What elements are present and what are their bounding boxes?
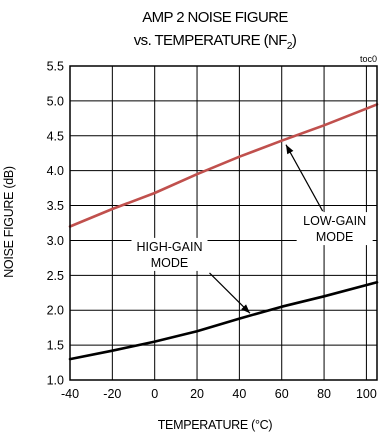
y-tick-label: 4.0 <box>47 164 64 178</box>
x-tick-label: 100 <box>356 387 377 401</box>
high-gain-label-line2: MODE <box>151 256 189 270</box>
y-tick-label: 3.5 <box>47 199 64 213</box>
y-tick-label: 2.5 <box>47 269 64 283</box>
y-tick-labels: 1.0 1.5 2.0 2.5 3.0 3.5 4.0 4.5 5.0 5.5 <box>47 60 64 388</box>
low-gain-arrow-shaft <box>285 144 324 212</box>
low-gain-label-line2: MODE <box>316 230 354 244</box>
high-gain-arrow-head <box>241 304 250 314</box>
x-tick-labels: -40 -20 0 20 40 60 80 100 <box>61 387 377 401</box>
series-line-low-gain <box>68 103 379 228</box>
figure-code: toc0 <box>360 54 377 64</box>
y-axis-label: NOISE FIGURE (dB) <box>2 166 16 278</box>
x-tick-label: 20 <box>190 387 204 401</box>
y-tick-label: 5.5 <box>47 60 64 74</box>
chart-title-line2-suffix: ) <box>292 32 297 49</box>
x-axis-label: TEMPERATURE (°C) <box>158 418 273 432</box>
x-tick-label: 0 <box>151 387 158 401</box>
y-tick-label: 2.0 <box>47 304 64 318</box>
series-line-high-gain <box>68 280 379 361</box>
annotation-arrows <box>209 144 324 314</box>
y-tick-label: 5.0 <box>47 94 64 108</box>
low-gain-label-background <box>296 212 373 246</box>
high-gain-arrow-shaft <box>209 272 251 314</box>
plot-frame <box>69 65 378 381</box>
x-tick-label: -20 <box>103 387 121 401</box>
x-tick-label: -40 <box>61 387 79 401</box>
x-tick-label: 40 <box>232 387 246 401</box>
x-tick-label: 80 <box>317 387 331 401</box>
y-tick-label: 1.5 <box>47 339 64 353</box>
x-tick-label: 60 <box>275 387 289 401</box>
series-layer <box>68 103 379 361</box>
chart-title-line2-prefix: vs. TEMPERATURE (NF <box>134 32 287 49</box>
plot-frame-layer <box>69 65 378 381</box>
annotations: LOW-GAIN MODE HIGH-GAIN MODE <box>131 212 373 271</box>
y-tick-label: 1.0 <box>47 374 64 388</box>
chart-title-subscript: 2 <box>287 41 293 52</box>
high-gain-label-background <box>131 237 208 271</box>
low-gain-arrow-head <box>285 144 294 155</box>
y-tick-label: 4.5 <box>47 129 64 143</box>
low-gain-label-line1: LOW-GAIN <box>303 214 366 228</box>
chart-title-line1: AMP 2 NOISE FIGURE <box>142 9 288 26</box>
y-tick-label: 3.0 <box>47 234 64 248</box>
high-gain-label-line1: HIGH-GAIN <box>137 240 203 254</box>
chart-title-line2: vs. TEMPERATURE (NF2) <box>134 32 297 52</box>
